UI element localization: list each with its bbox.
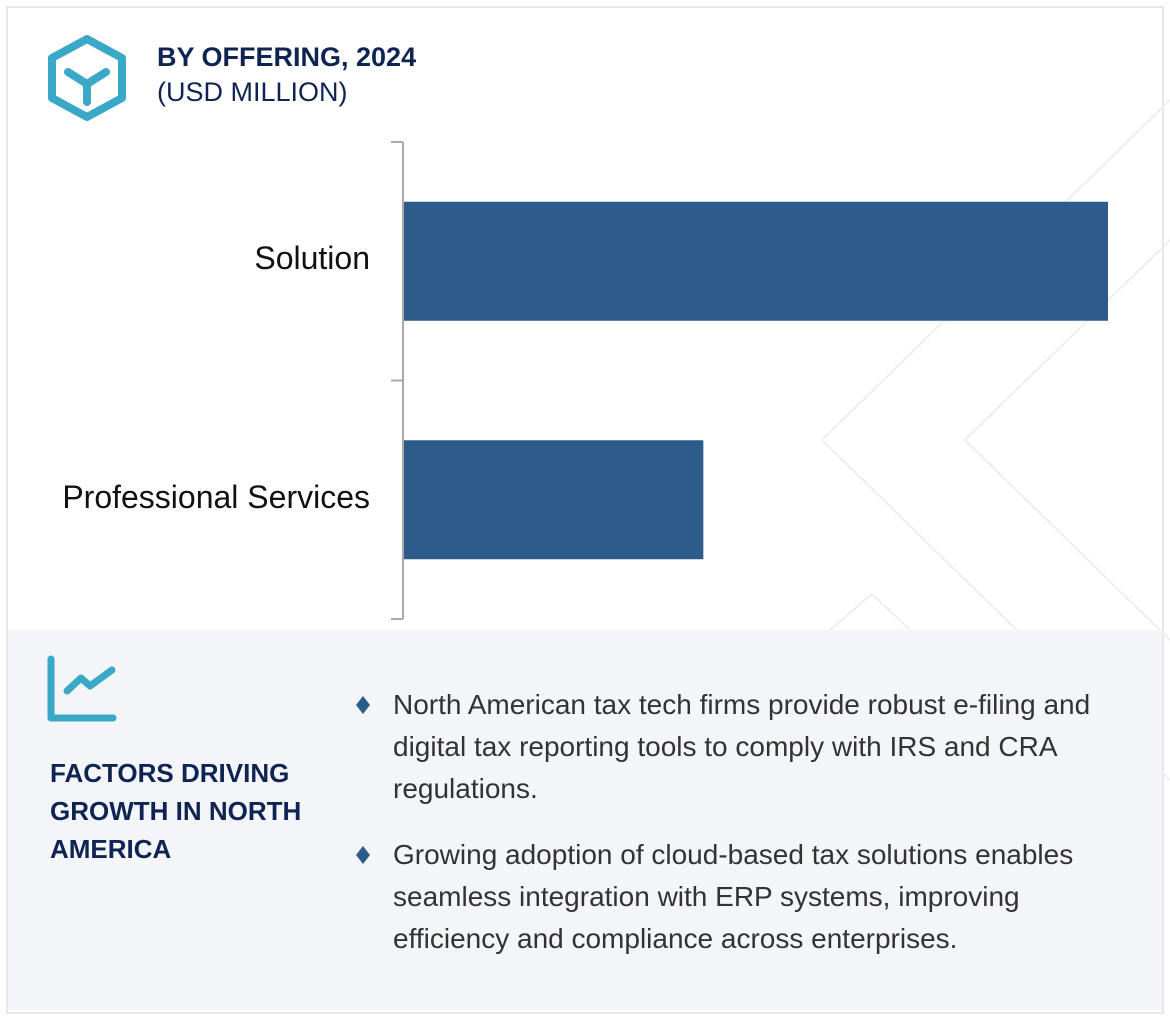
trend-chart-icon: [47, 655, 117, 722]
bar-solution: [404, 201, 1108, 321]
factor-text: Growing adoption of cloud-based tax solu…: [393, 839, 1074, 954]
factor-text: North American tax tech firms provide ro…: [393, 689, 1091, 804]
bar-chart: [391, 141, 1108, 620]
diamond-bullet-icon: [356, 846, 370, 864]
card-frame: [6, 6, 1164, 1014]
factors-list: North American tax tech firms provide ro…: [356, 684, 1116, 984]
diamond-bullet-icon: [356, 696, 370, 714]
chart-subtitle: (USD MILLION): [157, 77, 348, 107]
cube-icon: [48, 35, 126, 121]
chart-title: BY OFFERING, 2024: [157, 42, 417, 72]
bar-professional-services: [404, 440, 704, 560]
category-label-professional-services: Professional Services: [62, 479, 370, 515]
factor-item: North American tax tech firms provide ro…: [356, 684, 1116, 810]
category-label-solution: Solution: [254, 240, 370, 276]
factors-panel: [8, 630, 1162, 1010]
factors-title: FACTORS DRIVING GROWTH IN NORTH AMERICA: [50, 758, 302, 864]
factor-item: Growing adoption of cloud-based tax solu…: [356, 834, 1116, 960]
